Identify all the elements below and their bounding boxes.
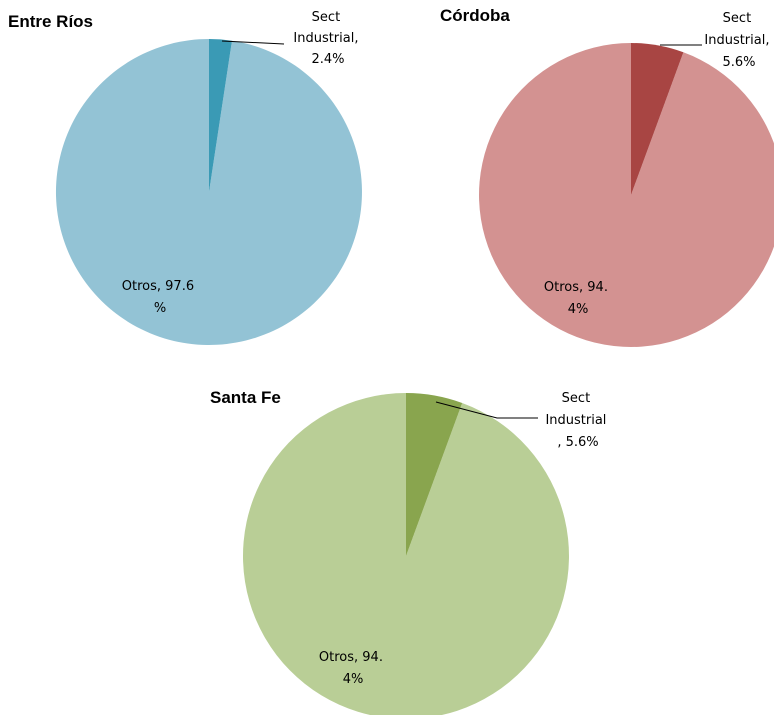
chart-title-entre-rios: Entre Ríos [8,12,93,31]
chart-cordoba: Córdoba Sect Industrial, 5.6% Otros, 94.… [440,6,774,347]
chart-title-cordoba: Córdoba [440,6,510,25]
slice-santa-fe-sect-industrial [406,393,463,556]
data-label-cordoba-sect-industrial: Sect Industrial, 5.6% [704,11,773,70]
slice-entre-rios-sect-industrial [209,39,232,192]
data-label-entre-rios-sect-industrial: Sect Industrial, 2.4% [293,10,362,67]
data-label-entre-rios-otros: Otros, 97.6 % [122,279,198,316]
slice-santa-fe-otros [242,393,569,715]
leader-line-entre-rios-sect-industrial [221,40,285,45]
slice-entre-rios-otros [55,39,362,345]
slice-cordoba-sect-industrial [631,43,684,195]
chart-title-santa-fe: Santa Fe [210,388,281,407]
data-label-santa-fe-otros: Otros, 94. 4% [319,650,387,687]
data-label-cordoba-otros: Otros, 94. 4% [544,280,612,317]
data-label-santa-fe-sect-industrial: Sect Industrial , 5.6% [545,391,610,450]
leader-line-santa-fe-sect-industrial [435,401,538,419]
chart-entre-rios: Entre Ríos Sect Industrial, 2.4% Otros, … [8,10,362,345]
chart-santa-fe: Santa Fe Sect Industrial , 5.6% Otros, 9… [210,388,610,715]
slice-cordoba-otros [479,43,774,347]
